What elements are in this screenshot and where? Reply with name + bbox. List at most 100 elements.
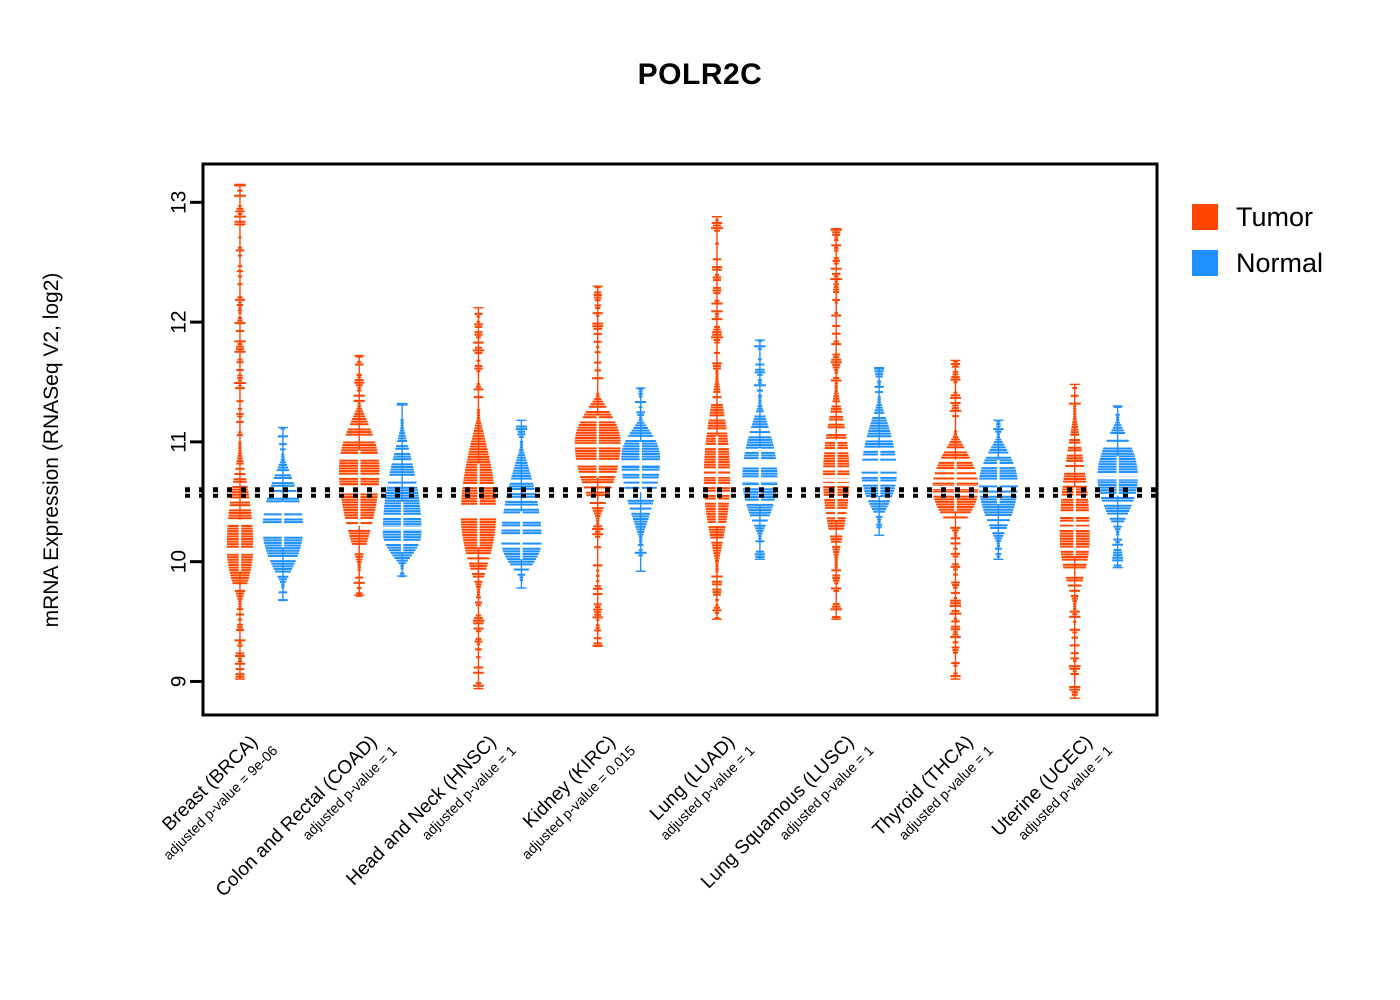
density-strip [832,231,841,234]
density-strip [874,370,884,373]
density-strip [476,320,481,323]
density-strip [953,573,958,576]
density-strip [746,441,773,444]
density-strip [833,395,839,398]
density-strip [948,443,963,446]
density-strip [228,517,252,520]
density-strip [592,312,603,315]
density-strip [229,501,250,504]
density-strip [474,364,483,367]
density-strip [1112,554,1123,557]
violin-group [620,387,662,572]
density-strip [756,407,763,410]
density-strip [355,384,363,387]
density-strip [234,215,246,218]
density-strip [1115,541,1120,544]
density-strip [709,531,725,534]
density-strip [234,298,246,301]
density-strip [235,592,245,595]
density-strip [831,616,841,619]
density-strip [593,327,603,330]
density-strip [386,489,418,492]
density-strip [278,591,288,594]
density-strip [237,275,243,278]
density-strip [867,432,891,435]
density-strip [228,514,252,517]
density-strip [949,409,962,412]
density-strip [594,351,601,354]
density-strip [712,362,722,365]
density-strip [990,526,1007,529]
density-strip [870,505,888,508]
density-strip [754,345,766,348]
density-strip [280,448,286,451]
density-strip [1069,644,1080,647]
density-strip [833,291,840,294]
density-strip [268,554,298,557]
density-strip [237,358,243,361]
density-strip [238,407,242,410]
density-strip [950,628,961,631]
density-strip [713,328,721,331]
density-strip [238,600,242,603]
density-strip [832,353,840,356]
density-strip [238,384,242,387]
density-strip [231,579,249,582]
density-strip [635,525,646,528]
density-strip [711,221,723,224]
density-strip [238,657,242,660]
density-strip [235,613,244,616]
density-strip [832,366,840,369]
density-strip [1069,688,1081,691]
density-strip [1112,426,1123,429]
density-strip [877,396,881,399]
density-strip [706,432,728,435]
reference-line [185,487,1163,498]
density-strip [1061,556,1089,559]
density-strip [869,502,889,505]
density-strip [235,667,245,670]
legend: Tumor Normal [1192,202,1323,278]
density-strip [356,558,363,561]
density-strip [232,485,248,488]
density-strip [950,394,961,397]
density-strip [1115,530,1120,533]
density-strip [269,489,297,492]
density-strip [950,363,961,366]
density-strip [237,415,243,418]
density-strip [871,419,887,422]
density-strip [875,375,883,378]
density-strip [270,560,296,563]
density-strip [1110,520,1125,523]
density-strip [594,299,601,302]
density-strip [710,409,724,412]
density-strip [986,519,1010,522]
density-strip [238,301,242,304]
density-strip [952,555,959,558]
density-strip [356,407,362,410]
density-strip [715,315,719,318]
density-strip [593,525,603,528]
density-strip [711,336,723,339]
density-strip [832,579,840,582]
density-strip [476,591,481,594]
density-strip [639,541,643,544]
density-strip [397,437,407,440]
density-strip [833,356,840,359]
violin-group [226,183,254,680]
density-strip [350,537,369,540]
density-strip [871,508,887,511]
violin-group [703,216,731,620]
density-strip [1107,512,1129,515]
density-strip [1072,600,1078,603]
density-strip [515,425,527,428]
plot-frame [201,162,1159,717]
density-strip [953,568,958,571]
density-strip [237,454,243,457]
density-strip [595,626,600,629]
density-strip [753,384,766,387]
density-strip [715,380,719,383]
density-strip [351,540,368,543]
density-strip [831,405,841,408]
density-strip [1071,693,1078,696]
